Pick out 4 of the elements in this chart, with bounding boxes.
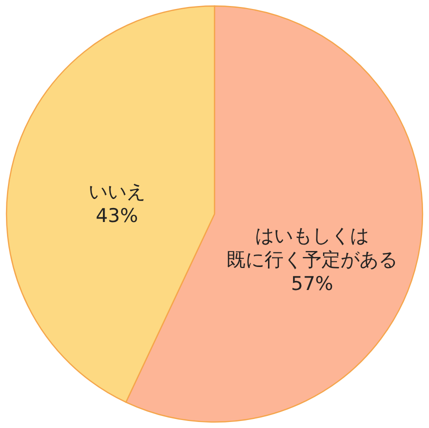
data-label: 43% [96,205,138,228]
slice-label: いいえ [88,181,146,204]
data-label: 57% [290,272,334,295]
slice-label: はいもしくは既に行く予定がある [226,224,398,271]
